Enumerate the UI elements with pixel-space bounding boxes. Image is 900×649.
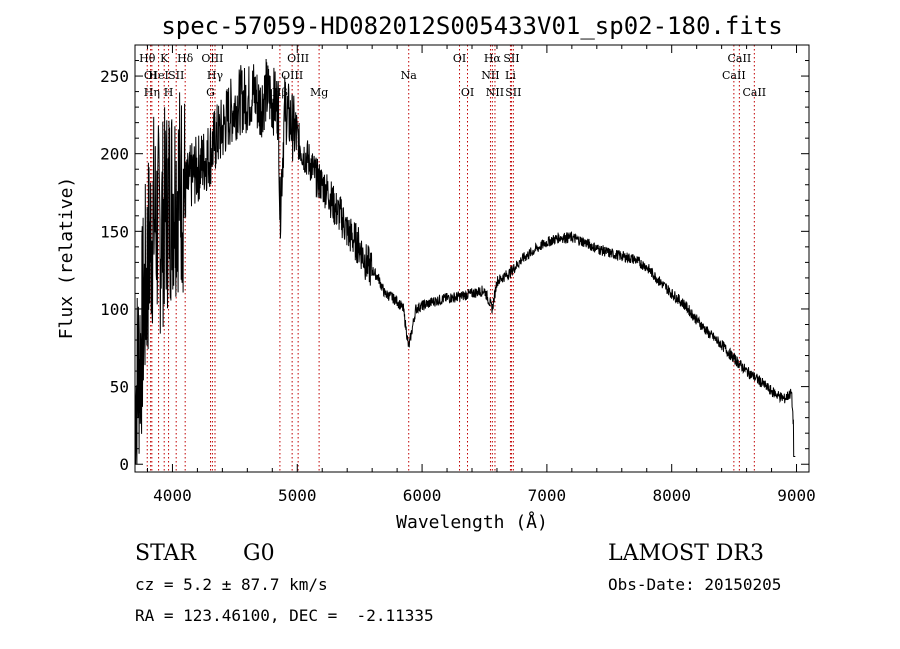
- line-label-8: OIII: [201, 52, 223, 65]
- line-label-23: SII: [505, 86, 521, 99]
- line-label-25: CaII: [728, 52, 752, 65]
- y-tick-label-3: 150: [100, 222, 129, 241]
- x-axis-ticks: 4000 5000 6000 7000 8000 9000: [146, 45, 816, 505]
- line-label-11: Hβ: [272, 86, 288, 99]
- line-label-26: CaII: [742, 86, 766, 99]
- object-subclass: G0: [243, 541, 275, 566]
- x-tick-label-1: 5000: [278, 486, 317, 505]
- y-axis-ticks: 0 50 100 150 200 250: [100, 60, 809, 474]
- object-class: STAR: [135, 541, 197, 566]
- y-tick-label-1: 50: [110, 378, 129, 397]
- line-label-21: Li: [505, 69, 516, 82]
- y-axis-label: Flux (relative): [56, 177, 77, 340]
- line-label-20: NII: [486, 86, 504, 99]
- line-label-15: Na: [401, 69, 418, 82]
- x-axis-label: Wavelength (Å): [396, 511, 548, 533]
- line-label-18: NII: [481, 69, 499, 82]
- redshift-text: cz = 5.2 ± 87.7 km/s: [135, 575, 328, 594]
- spectrum-series: [134, 58, 796, 465]
- line-label-4: K: [160, 52, 169, 65]
- line-label-9: G: [206, 86, 215, 99]
- spectral-line-labels: Hθ OI Hη HeI K H SII Hδ OIII G Hγ Hβ OIII OIII Mg Na OI O…: [139, 52, 766, 99]
- y-tick-label-0: 0: [119, 455, 129, 474]
- line-label-7: Hδ: [177, 52, 194, 65]
- x-tick-label-2: 6000: [403, 486, 442, 505]
- spectrum-line: [134, 58, 796, 465]
- x-tick-label-3: 7000: [528, 486, 567, 505]
- chart-title: spec-57059-HD082012S005433V01_sp02-180.f…: [161, 12, 782, 40]
- line-label-5: H: [164, 86, 174, 99]
- line-label-3: HeI: [148, 69, 168, 82]
- x-tick-label-5: 9000: [777, 486, 816, 505]
- line-label-16: OI: [453, 52, 466, 65]
- line-label-0: Hθ: [139, 52, 156, 65]
- line-label-13: OIII: [287, 52, 309, 65]
- y-tick-label-5: 250: [100, 67, 129, 86]
- survey-label: LAMOST DR3: [608, 541, 764, 566]
- x-tick-label-0: 4000: [153, 486, 192, 505]
- line-label-24: CaII: [722, 69, 746, 82]
- line-label-1: OI: [144, 69, 157, 82]
- line-label-17: OI: [461, 86, 474, 99]
- line-label-6: SII: [168, 69, 184, 82]
- obs-date-text: Obs-Date: 20150205: [608, 575, 781, 594]
- x-tick-label-4: 8000: [652, 486, 691, 505]
- line-label-12: OIII: [281, 69, 303, 82]
- line-label-2: Hη: [144, 86, 160, 99]
- line-label-10: Hγ: [207, 69, 224, 82]
- line-label-19: Hα: [484, 52, 502, 65]
- y-tick-label-4: 200: [100, 145, 129, 164]
- y-tick-label-2: 100: [100, 300, 129, 319]
- coordinates-text: RA = 123.46100, DEC = -2.11335: [135, 606, 434, 625]
- line-label-22: SII: [503, 52, 519, 65]
- line-label-14: Mg: [310, 86, 328, 99]
